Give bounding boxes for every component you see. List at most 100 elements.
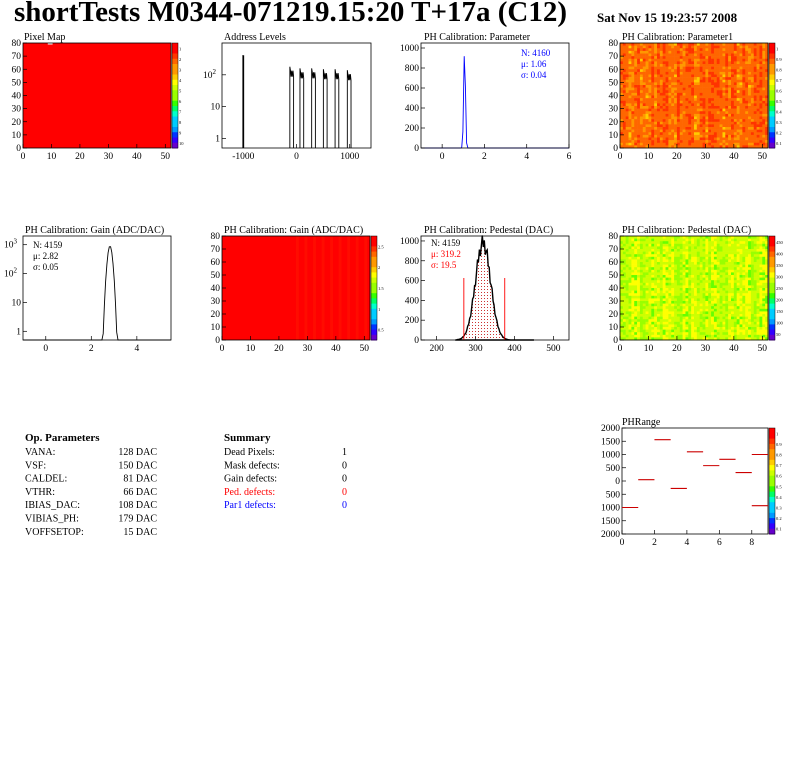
ph-cal-pedestal-map-cell	[654, 282, 658, 286]
ph-cal-pedestal-map-cell	[639, 251, 644, 255]
ph-cal-parameter-ytick-label: 1000	[400, 44, 419, 54]
ph-cal-parameter1-cell	[645, 48, 649, 52]
ph-cal-parameter1-cell	[659, 121, 663, 125]
ph-cal-pedestal-map-cell	[696, 321, 700, 325]
ph-cal-pedestal-map-cell	[662, 306, 666, 310]
ph-cal-parameter1-cell	[699, 77, 703, 81]
ph-cal-parameter1-cell	[753, 132, 757, 136]
ph-cal-parameter1-cell	[654, 132, 658, 136]
ph-cal-pedestal-map-cell	[665, 285, 669, 289]
ph-cal-pedestal-map-cell	[739, 251, 743, 255]
ph-cal-parameter1-cell	[659, 145, 663, 149]
ph-cal-parameter1-cell	[753, 124, 757, 128]
ph-cal-parameter1-cell	[668, 116, 672, 120]
ph-cal-pedestal-map-cell	[722, 334, 726, 338]
ph-range-colorbar-label: 1	[776, 431, 778, 436]
ph-cal-parameter1-cell	[659, 119, 663, 123]
ph-cal-pedestal-map-cell	[688, 314, 692, 317]
ph-cal-parameter1-cell	[745, 140, 749, 144]
ph-cal-pedestal-map-cell	[676, 241, 681, 245]
ph-cal-pedestal-map-cell	[711, 316, 715, 320]
ph-cal-parameter1-cell	[651, 43, 655, 46]
ph-cal-parameter1-cell	[708, 108, 712, 112]
ph-cal-parameter1-cell	[622, 50, 626, 54]
ph-cal-parameter1-cell	[659, 98, 663, 102]
ph-cal-parameter1-cell	[688, 142, 692, 146]
ph-cal-parameter1-cell	[742, 50, 746, 54]
ph-cal-pedestal-map-cell	[622, 337, 626, 341]
ph-cal-parameter1-cell	[662, 45, 666, 49]
ph-cal-parameter1-cell	[642, 116, 646, 120]
ph-cal-parameter1-cell	[679, 113, 683, 117]
ph-cal-pedestal-map-cell	[625, 275, 629, 278]
ph-cal-parameter1-colorbar-cell	[769, 132, 775, 138]
ph-cal-pedestal-map-cell	[705, 246, 709, 250]
ph-cal-parameter1-cell	[711, 79, 715, 83]
ph-cal-pedestal-map-cell	[756, 319, 760, 323]
ph-cal-pedestal-map-cell	[762, 327, 766, 330]
ph-cal-parameter1-cell	[753, 129, 757, 133]
ph-cal-parameter1-cell	[716, 48, 720, 52]
ph-cal-pedestal-map-cell	[648, 254, 652, 258]
ph-cal-parameter1-cell	[753, 111, 757, 115]
ph-cal-parameter1-cell	[651, 45, 655, 49]
ph-cal-pedestal-map-cell	[637, 275, 641, 278]
ph-cal-parameter1-cell	[659, 64, 663, 67]
ph-cal-pedestal-map-cell	[631, 290, 635, 294]
ph-cal-parameter1-cell	[671, 82, 675, 86]
ph-cal-parameter1-cell	[756, 142, 760, 146]
ph-cal-parameter1-cell	[762, 71, 766, 75]
ph-cal-parameter1-cell	[728, 82, 732, 86]
ph-cal-pedestal-map-cell	[711, 332, 715, 336]
ph-cal-pedestal-map-cell	[642, 267, 646, 271]
ph-cal-pedestal-map-cell	[733, 254, 737, 258]
ph-cal-pedestal-map-cell	[637, 329, 641, 333]
ph-cal-parameter1-cell	[694, 87, 698, 91]
ph-cal-parameter1-cell	[620, 66, 624, 70]
ph-cal-pedestal-map-cell	[753, 280, 757, 284]
ph-cal-parameter1-cell	[705, 79, 709, 83]
ph-cal-pedestal-map-cell	[634, 308, 638, 312]
ph-cal-pedestal-map-cell	[694, 285, 698, 289]
ph-cal-parameter1-cell	[637, 111, 641, 115]
ph-cal-parameter1-cell	[676, 95, 681, 99]
ph-cal-pedestal-map-cell	[708, 303, 712, 307]
ph-cal-pedestal-map-cell	[708, 272, 712, 276]
ph-cal-parameter1-cell	[733, 113, 737, 117]
ph-cal-parameter1-cell	[694, 140, 698, 144]
ph-cal-parameter1-cell	[753, 82, 757, 86]
ph-cal-parameter1-cell	[634, 79, 638, 83]
ph-cal-pedestal-map-cell	[728, 334, 732, 338]
ph-cal-parameter1-colorbar-cell	[769, 100, 775, 107]
ph-cal-pedestal-map-cell	[622, 236, 626, 239]
ph-cal-parameter1-cell	[679, 90, 683, 94]
ph-cal-pedestal-map-cell	[674, 243, 678, 247]
ph-cal-pedestal-map-cell	[674, 295, 678, 299]
ph-cal-parameter1-cell	[725, 121, 729, 125]
ph-cal-parameter1-cell	[694, 48, 698, 52]
ph-cal-pedestal-map-colorbar-cell	[769, 293, 775, 299]
ph-cal-gain-map-colorbar-cell	[371, 288, 377, 294]
ph-cal-pedestal-map-cell	[642, 249, 646, 252]
ph-cal-gain-map-cell-column	[313, 236, 316, 340]
ph-cal-pedestal-map-cell	[676, 303, 681, 307]
ph-cal-parameter1-cell	[651, 82, 655, 86]
ph-cal-parameter1-cell	[679, 106, 683, 109]
ph-cal-parameter1-cell	[708, 116, 712, 120]
ph-cal-parameter1-cell	[748, 98, 752, 102]
ph-cal-pedestal-map-cell	[620, 311, 624, 315]
ph-cal-parameter1-cell	[759, 58, 763, 62]
summary-name: Dead Pixels:	[224, 447, 275, 458]
ph-cal-parameter1-cell	[634, 127, 638, 130]
ph-cal-pedestal-map-cell	[725, 264, 729, 268]
ph-cal-pedestal-map-cell	[716, 329, 720, 333]
ph-cal-pedestal-map-cell	[736, 303, 740, 307]
ph-cal-gain-hist-ytick-exp: 2	[14, 267, 18, 275]
ph-cal-pedestal-map-cell	[628, 269, 632, 273]
ph-cal-parameter1-cell	[696, 111, 700, 115]
ph-cal-pedestal-map-cell	[637, 306, 641, 310]
ph-cal-parameter1-cell	[765, 137, 769, 141]
ph-cal-pedestal-map-cell	[682, 327, 686, 330]
ph-cal-parameter1-cell	[620, 127, 624, 130]
ph-cal-pedestal-map-cell	[722, 282, 726, 286]
